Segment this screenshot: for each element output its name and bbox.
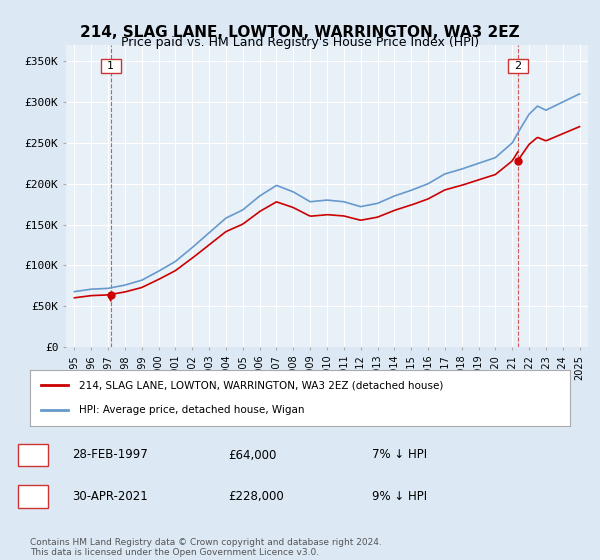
Text: 9% ↓ HPI: 9% ↓ HPI [372, 491, 427, 503]
Text: 30-APR-2021: 30-APR-2021 [72, 491, 148, 503]
Text: 2: 2 [514, 61, 521, 71]
FancyBboxPatch shape [101, 59, 121, 73]
Text: 1: 1 [107, 61, 114, 71]
Text: 214, SLAG LANE, LOWTON, WARRINGTON, WA3 2EZ: 214, SLAG LANE, LOWTON, WARRINGTON, WA3 … [80, 25, 520, 40]
FancyBboxPatch shape [18, 486, 48, 508]
Text: Contains HM Land Registry data © Crown copyright and database right 2024.
This d: Contains HM Land Registry data © Crown c… [30, 538, 382, 557]
Text: 7% ↓ HPI: 7% ↓ HPI [372, 449, 427, 461]
FancyBboxPatch shape [508, 59, 528, 73]
Text: 1: 1 [29, 450, 37, 460]
Text: £64,000: £64,000 [228, 449, 277, 461]
Text: Price paid vs. HM Land Registry's House Price Index (HPI): Price paid vs. HM Land Registry's House … [121, 36, 479, 49]
Text: £228,000: £228,000 [228, 491, 284, 503]
Text: HPI: Average price, detached house, Wigan: HPI: Average price, detached house, Wiga… [79, 405, 304, 415]
Text: 2: 2 [29, 492, 37, 502]
FancyBboxPatch shape [18, 444, 48, 466]
Text: 28-FEB-1997: 28-FEB-1997 [72, 449, 148, 461]
Text: 214, SLAG LANE, LOWTON, WARRINGTON, WA3 2EZ (detached house): 214, SLAG LANE, LOWTON, WARRINGTON, WA3 … [79, 380, 443, 390]
